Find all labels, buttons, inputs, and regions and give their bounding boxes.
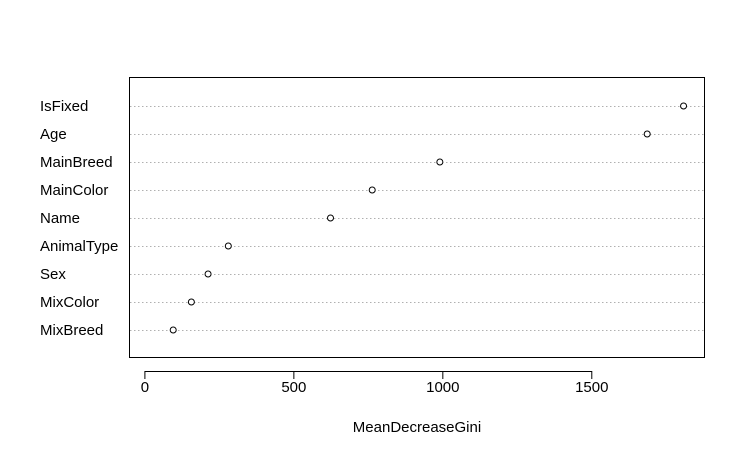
- data-point: [187, 298, 195, 306]
- data-points: [169, 102, 688, 334]
- x-tick-label: 500: [281, 379, 306, 396]
- category-label: IsFixed: [40, 98, 88, 115]
- data-point: [680, 102, 688, 110]
- category-label: Sex: [40, 266, 66, 283]
- x-axis: 0 500 1000 1500: [141, 371, 608, 396]
- category-labels: IsFixed Age MainBreed MainColor Name AnimalTy…: [40, 98, 118, 339]
- data-point: [327, 214, 335, 222]
- plot-frame: [129, 77, 705, 358]
- grid-lines: [130, 106, 705, 331]
- category-label: Age: [40, 126, 67, 143]
- data-point: [204, 270, 212, 278]
- category-label: MixBreed: [40, 322, 103, 339]
- data-point: [169, 326, 177, 334]
- category-label: AnimalType: [40, 238, 118, 255]
- data-point: [368, 186, 376, 194]
- data-point: [643, 130, 651, 138]
- data-point: [436, 158, 444, 166]
- x-axis-label: MeanDecreaseGini: [353, 419, 481, 436]
- x-tick-label: 0: [141, 379, 149, 396]
- category-label: Name: [40, 210, 80, 227]
- category-label: MixColor: [40, 294, 99, 311]
- category-label: MainColor: [40, 182, 108, 199]
- x-tick-label: 1000: [426, 379, 459, 396]
- x-tick-label: 1500: [575, 379, 608, 396]
- category-label: MainBreed: [40, 154, 113, 171]
- data-point: [224, 242, 232, 250]
